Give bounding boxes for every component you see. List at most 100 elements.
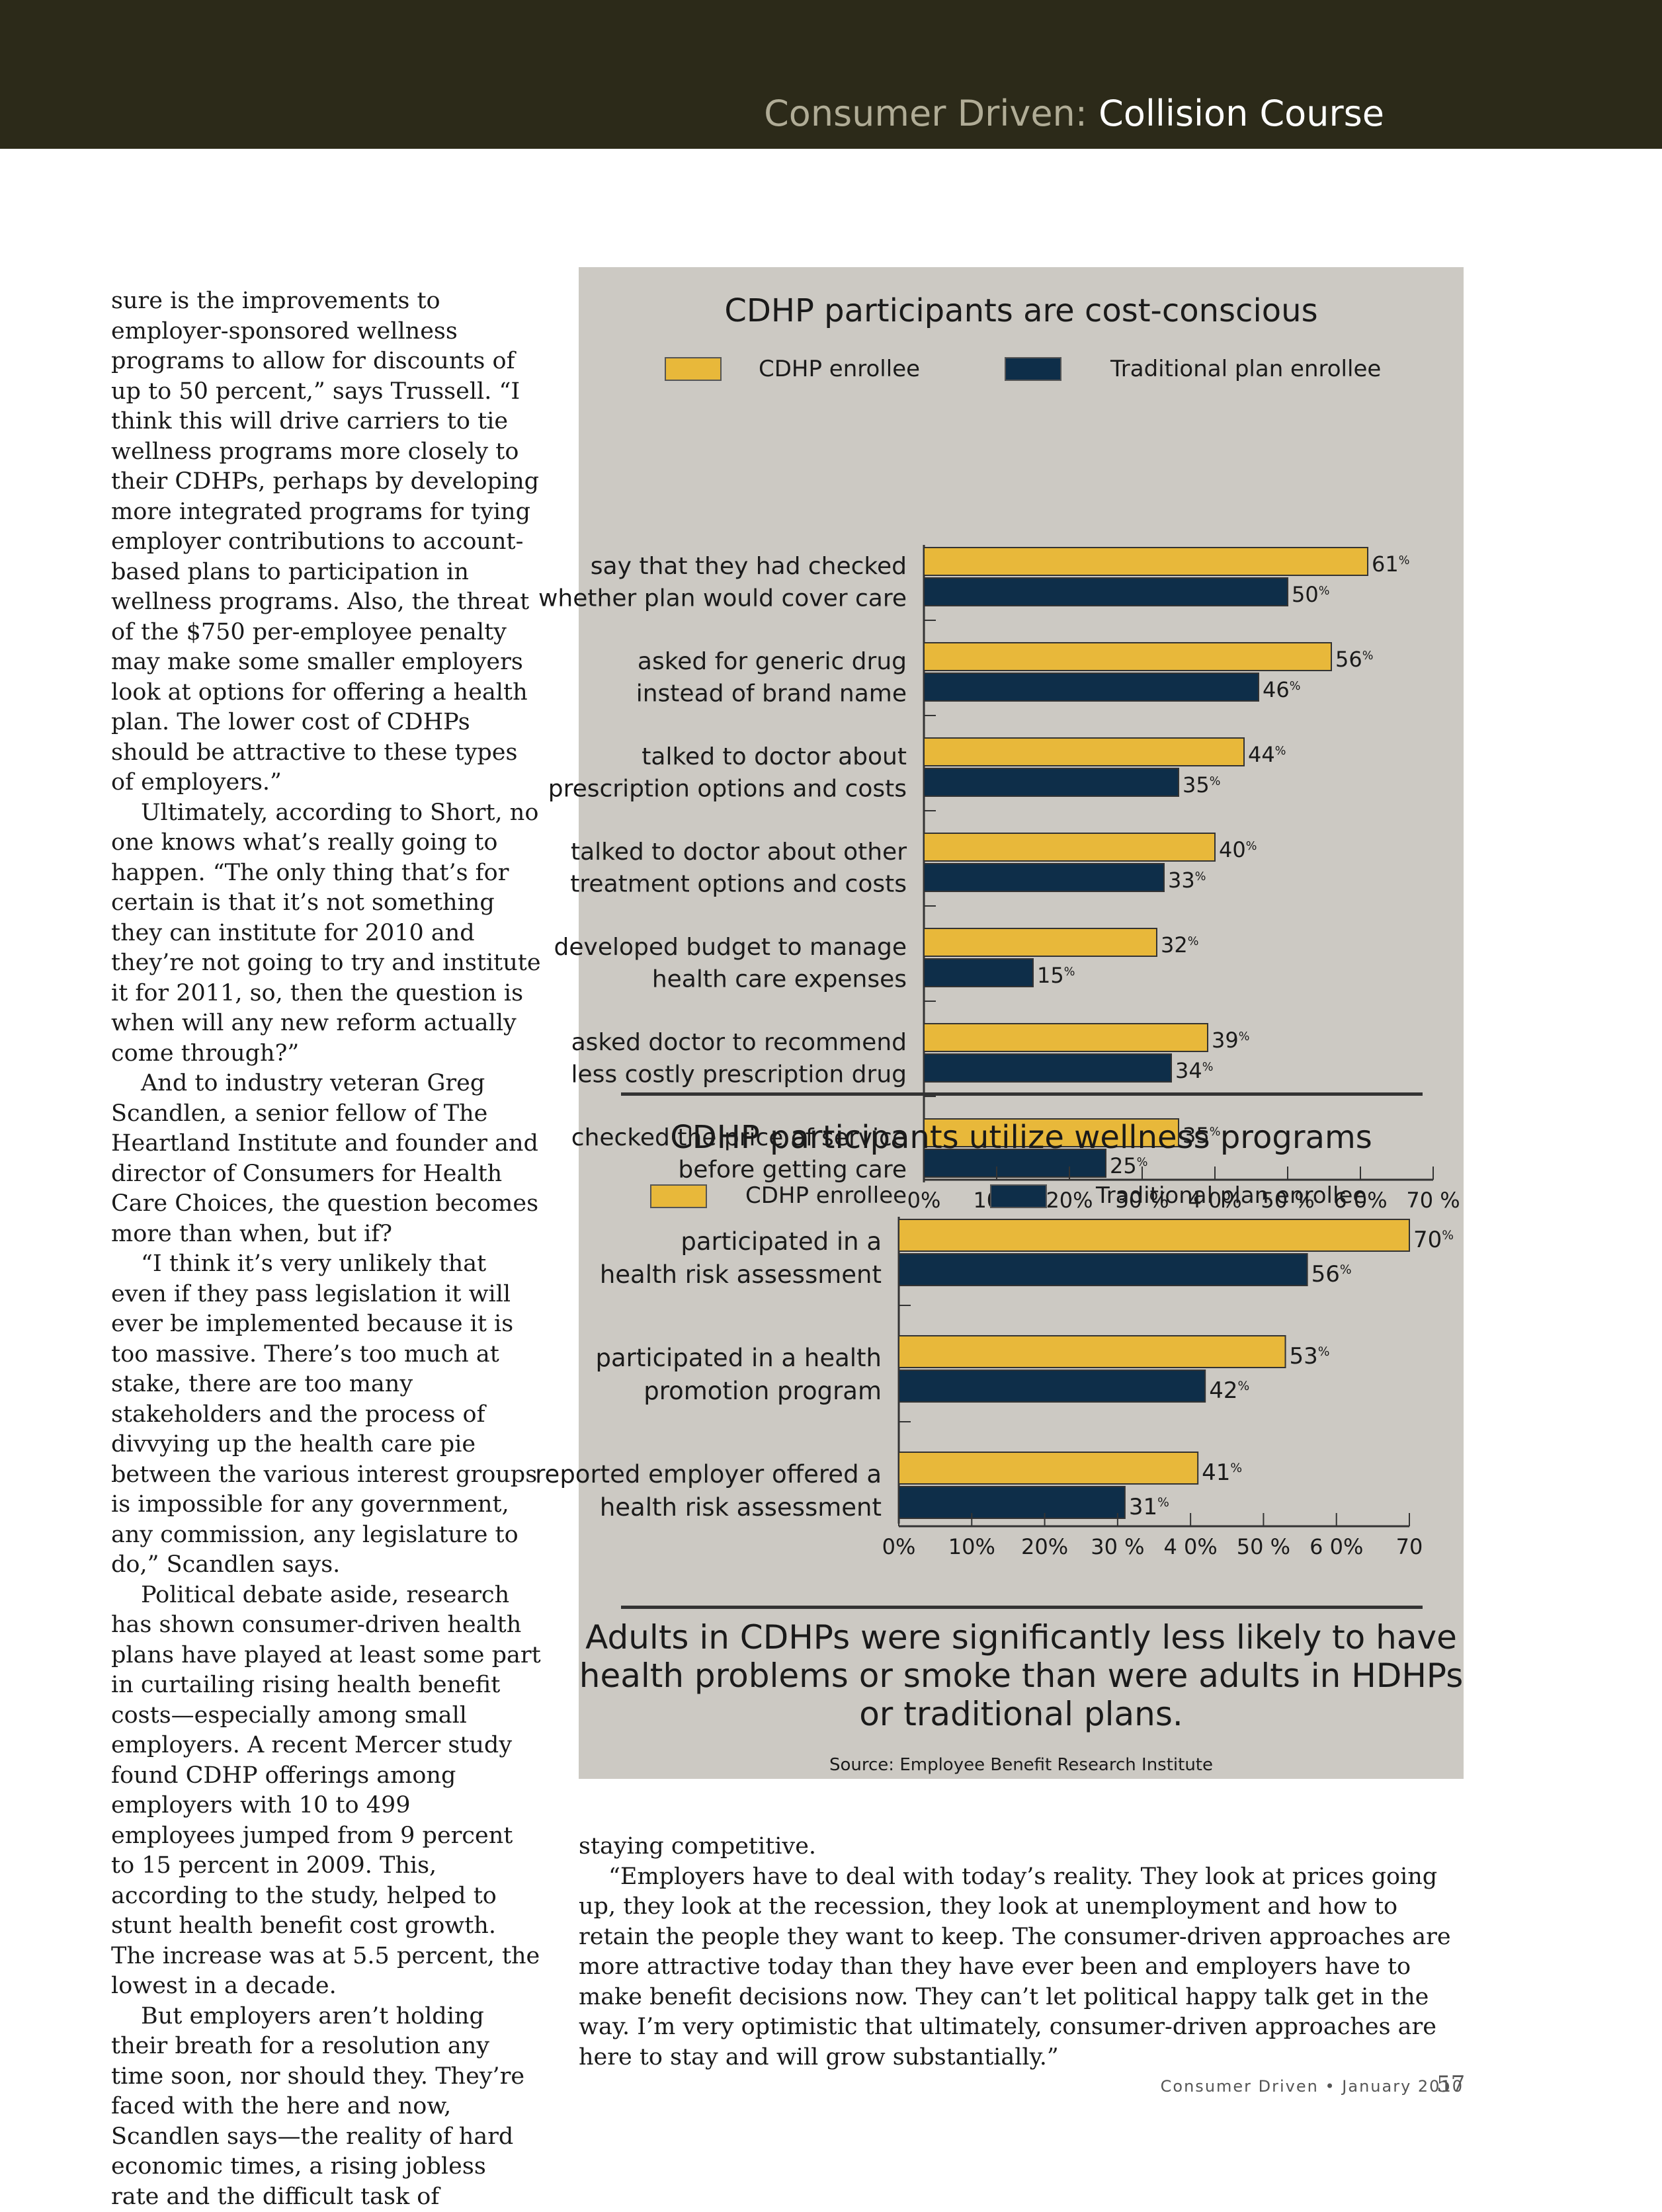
chart2-bar-cdhp [899,1452,1198,1484]
header-section: Consumer Driven: [764,93,1087,134]
chart1-value-label: 39% [1212,1028,1249,1053]
chart1-value-number: 25 [1110,1153,1137,1178]
chart2-wellness-programs: participated in a health risk assessment 7… [579,1219,1464,1616]
chart1-bar-traditional [924,768,1179,796]
chart1-value-suffix: % [1246,840,1257,853]
chart1-value-label: 15% [1037,963,1075,988]
chart2-value-number: 53 [1290,1343,1318,1370]
chart2-legend-traditional-label: Traditional plan enrollee [1096,1182,1366,1209]
chart2-value-label: 42% [1209,1377,1249,1404]
chart2-x-tick-label: 0% [882,1534,916,1559]
chart1-category-label-line: say that they had checked [591,553,907,580]
chart2-value-suffix: % [1442,1229,1454,1243]
chart2-value-number: 70 [1413,1227,1442,1253]
chart1-category-label-line: prescription options and costs [548,776,907,803]
chart1-bar-cdhp [924,928,1157,956]
page-header: Consumer Driven: Collision Course [0,0,1662,149]
chart2-legend-cdhp-swatch [650,1184,707,1208]
chart1-legend-traditional-swatch [1005,357,1061,381]
chart1-value-label: 35% [1183,772,1220,798]
chart1-value-number: 46 [1263,677,1290,702]
chart2-value-suffix: % [1157,1496,1169,1510]
chart1-value-label: 61% [1372,552,1409,577]
chart1-value-suffix: % [1290,680,1301,693]
chart2-category-label-line: reported employer offered a [535,1460,882,1489]
chart1-bar-traditional [924,864,1164,891]
chart1-category-label-line: talked to doctor about [642,743,907,770]
chart1-title: CDHP participants are cost-conscious [579,292,1464,329]
chart2-value-suffix: % [1318,1345,1330,1359]
chart2-category-label-line: participated in a health [595,1344,882,1372]
chart1-category-label-line: less costly prescription drug [571,1061,907,1088]
chart1-value-number: 33 [1168,868,1195,893]
chart1-value-label: 56% [1335,647,1373,672]
divider-rule-1 [621,1092,1423,1096]
divider-rule-2 [621,1606,1423,1609]
chart1-value-number: 40 [1219,837,1246,862]
chart1-x-tick-label: 20% [1046,1188,1093,1213]
chart2-value-label: 70% [1413,1227,1454,1253]
chart1-category-label-line: asked for generic drug [638,648,907,675]
chart2-value-label: 53% [1290,1343,1330,1370]
right-column-paragraph: “Employers have to deal with today’s rea… [579,1862,1464,2073]
chart1-value-suffix: % [1399,554,1410,567]
chart1-category-label-line: instead of brand name [636,680,907,708]
chart1-bar-cdhp [924,643,1331,671]
chart2-category-label-line: health risk assessment [600,1493,882,1522]
panel-source: Source: Employee Benefit Research Instit… [579,1755,1464,1775]
chart2-category-label-line: health risk assessment [600,1260,882,1289]
chart2-x-tick-label: 10% [948,1534,995,1559]
chart1-bar-cdhp [924,1024,1208,1051]
chart2-value-number: 31 [1129,1494,1157,1520]
chart1-value-number: 34 [1175,1058,1202,1083]
chart2-bar-traditional [899,1370,1205,1402]
right-text-column: staying competitive.“Employers have to d… [579,1832,1464,2072]
chart2-bar-cdhp [899,1219,1409,1251]
chart1-value-suffix: % [1188,935,1199,948]
chart1-category-label-line: before getting care [678,1157,907,1184]
chart2-legend-traditional-swatch [990,1184,1047,1208]
chart2-value-label: 41% [1202,1459,1242,1486]
chart2-x-tick-label: 30 % [1091,1534,1144,1559]
chart1-value-suffix: % [1202,1061,1214,1074]
chart1-value-label: 50% [1292,582,1329,607]
chart2-value-number: 42 [1209,1377,1237,1404]
chart1-value-label: 34% [1175,1058,1213,1083]
chart1-value-label: 33% [1168,868,1206,893]
chart1-category-label-line: developed budget to manage [554,934,907,961]
chart1-value-suffix: % [1239,1030,1250,1044]
chart1-value-number: 39 [1212,1028,1239,1053]
chart1-bar-cdhp [924,833,1215,861]
chart1-value-suffix: % [1275,745,1286,758]
chart2-value-suffix: % [1237,1379,1249,1393]
chart1-bar-traditional [924,673,1259,701]
chart1-value-label: 32% [1161,932,1198,958]
chart1-value-suffix: % [1195,870,1206,883]
left-text-column: sure is the improvements to employer-spo… [111,286,541,2212]
chart2-category-label-line: participated in a [681,1227,882,1256]
chart2-x-tick-label: 4 0% [1163,1534,1217,1559]
header-title-text: Collision Course [1099,93,1384,134]
chart1-value-suffix: % [1362,649,1374,663]
chart1-value-label: 46% [1263,677,1300,702]
chart1-bar-traditional [924,578,1288,606]
chart1-value-label: 44% [1248,742,1286,767]
chart2-x-tick-label: 6 0% [1309,1534,1363,1559]
chart2-legend-cdhp-label: CDHP enrollee [745,1182,907,1209]
chart1-value-label: 40% [1219,837,1257,862]
left-column-paragraph: Political debate aside, research has sho… [111,1580,541,2002]
chart1-category-label: asked for generic drug instead of brand n… [636,648,907,708]
chart1-bar-traditional [924,1054,1171,1082]
chart1-category-label-line: whether plan would cover care [538,585,907,612]
chart1-x-tick-label: 0% [907,1188,941,1213]
chart1-bar-traditional [924,959,1033,987]
left-column-paragraph: But employers aren’t holding their breat… [111,2002,541,2212]
chart2-category-label: reported employer offered a health risk a… [535,1460,882,1522]
chart1-bar-cdhp [924,548,1368,575]
chart1-x-tick-label: 70 % [1406,1188,1460,1213]
chart2-x-tick-label: 50 % [1237,1534,1290,1559]
chart2-value-suffix: % [1340,1263,1352,1277]
header-title: Consumer Driven: Collision Course [764,93,1384,134]
